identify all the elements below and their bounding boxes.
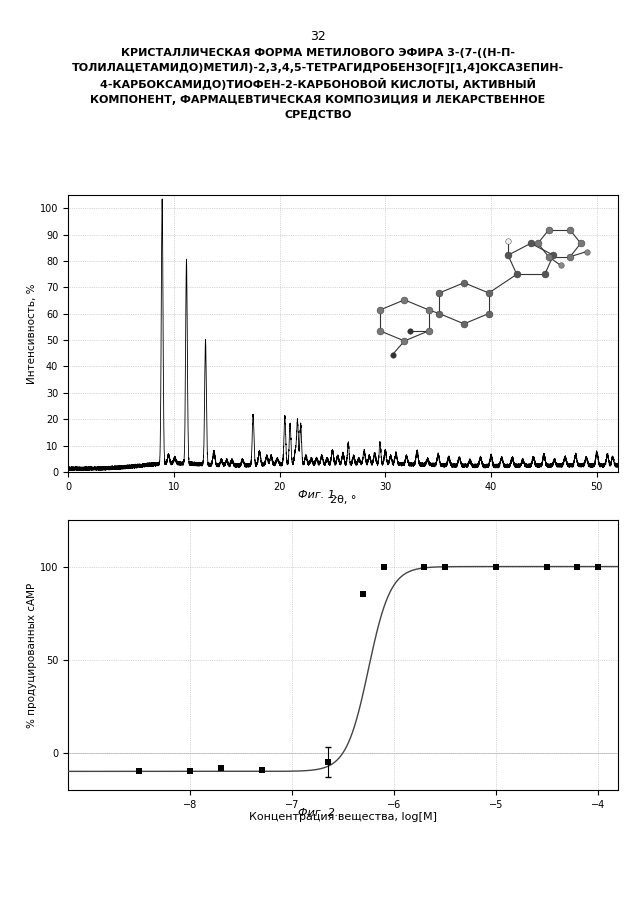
Text: 32: 32 bbox=[310, 30, 326, 43]
Y-axis label: % продуцированных cAMP: % продуцированных cAMP bbox=[27, 583, 37, 727]
X-axis label: 2θ, °: 2θ, ° bbox=[330, 494, 356, 504]
X-axis label: Концентрация вещества, log[M]: Концентрация вещества, log[M] bbox=[249, 813, 437, 823]
Text: Фиг. 2.: Фиг. 2. bbox=[298, 808, 338, 818]
Y-axis label: Интенсивность, %: Интенсивность, % bbox=[27, 283, 37, 384]
Text: Фиг. 1.: Фиг. 1. bbox=[298, 490, 338, 500]
Text: КРИСТАЛЛИЧЕСКАЯ ФОРМА МЕТИЛОВОГО ЭФИРА 3-(7-((Н-П-
ТОЛИЛАЦЕТАМИДО)МЕТИЛ)-2,3,4,5: КРИСТАЛЛИЧЕСКАЯ ФОРМА МЕТИЛОВОГО ЭФИРА 3… bbox=[72, 48, 564, 119]
